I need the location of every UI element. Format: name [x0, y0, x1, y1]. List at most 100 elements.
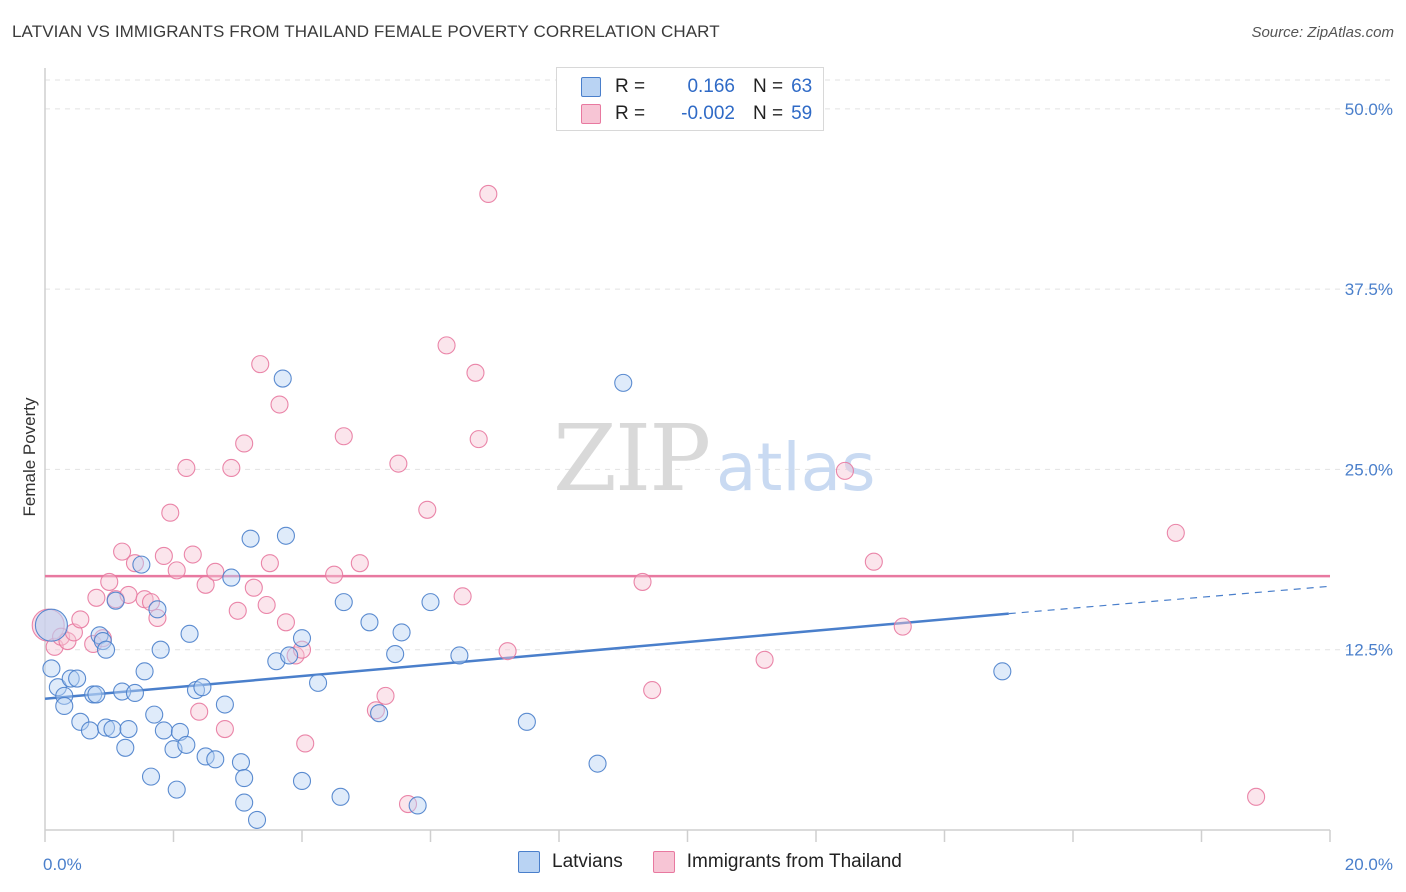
source-label: Source: ZipAtlas.com: [1251, 24, 1394, 41]
legend-item-latvians[interactable]: Latvians: [518, 851, 623, 873]
thailand-point: [296, 734, 315, 753]
series-legend: Latvians Immigrants from Thailand: [518, 851, 932, 873]
latvians-point: [193, 678, 212, 697]
thailand-point: [633, 572, 652, 591]
thailand-point: [864, 552, 883, 571]
thailand-point: [215, 719, 234, 739]
latvians-point: [292, 629, 312, 648]
latvians-point: [87, 685, 106, 704]
thailand-point: [437, 336, 456, 355]
gridlines: [45, 79, 1395, 651]
watermark-atlas: atlas: [716, 429, 876, 506]
latvians-points: [34, 369, 1012, 829]
latvians-point: [370, 704, 389, 723]
latvians-point: [145, 705, 164, 724]
latvians-point: [116, 738, 135, 757]
thailand-swatch: [581, 104, 601, 124]
thailand-point: [183, 545, 202, 564]
latvians-legend-label: Latvians: [552, 851, 623, 872]
thailand-point: [398, 794, 418, 814]
latvians-point: [135, 662, 154, 681]
latvians-point: [392, 623, 411, 642]
thailand-point: [87, 588, 106, 607]
thailand-point: [643, 681, 662, 700]
latvians-point: [231, 753, 251, 772]
latvians-trend-extension: [1008, 585, 1331, 615]
thailand-point: [835, 461, 854, 480]
latvians-point: [292, 771, 312, 791]
latvians-point: [55, 686, 74, 705]
thailand-point: [71, 610, 90, 629]
thailand-point: [276, 613, 295, 632]
watermark-zip: ZIP: [553, 405, 709, 512]
latvians-point: [132, 555, 151, 574]
thailand-point: [206, 562, 225, 581]
latvians-point: [309, 673, 328, 692]
y-tick-label: 12.5%: [1345, 641, 1393, 660]
x-tick-label: 20.0%: [1345, 855, 1393, 874]
thailand-point: [498, 642, 517, 661]
latvians-point: [247, 810, 267, 829]
thailand-point: [141, 593, 161, 612]
watermark: ZIP atlas: [553, 405, 876, 512]
latvians-point: [42, 659, 61, 678]
latvians-point: [235, 769, 254, 788]
latvians-point: [125, 683, 144, 703]
correlation-legend: R = 0.166 N = 63 R = -0.002 N = 59: [556, 67, 824, 131]
latvians-point: [154, 721, 173, 740]
legend-item-thailand[interactable]: Immigrants from Thailand: [652, 851, 902, 873]
thailand-point: [113, 542, 132, 561]
latvians-point: [96, 640, 116, 659]
latvians-point: [334, 593, 353, 612]
latvians-point: [408, 796, 427, 815]
thailand-point: [190, 702, 209, 721]
latvians-point: [273, 369, 292, 388]
thailand-point: [389, 454, 408, 473]
legend-n-label: N =: [753, 76, 784, 97]
latvians-point: [148, 600, 167, 619]
latvians-point: [241, 529, 260, 548]
thailand-point: [1166, 523, 1185, 542]
thailand-point: [334, 427, 353, 446]
thailand-point: [125, 554, 144, 573]
thailand-point: [366, 701, 385, 720]
thailand-point: [177, 458, 196, 478]
latvians-point: [206, 750, 225, 769]
y-tick-label: 37.5%: [1345, 280, 1393, 299]
thailand-point: [755, 650, 774, 669]
thailand-point: [235, 434, 254, 453]
axes: [44, 68, 1331, 842]
latvians-point: [588, 754, 607, 773]
y-tick-label: 50.0%: [1345, 100, 1393, 119]
latvians-point: [276, 526, 295, 545]
thailand-point: [453, 587, 472, 606]
thailand-point: [376, 686, 395, 705]
latvians-point: [222, 568, 241, 587]
latvians-point: [80, 721, 100, 740]
latvians-point: [68, 669, 87, 688]
trend-lines: [44, 574, 1331, 700]
thailand-point: [154, 546, 173, 566]
thailand-point: [350, 554, 369, 573]
y-axis-label: Female Poverty: [20, 397, 39, 517]
x-tick-label: 0.0%: [43, 855, 82, 874]
thailand-point: [257, 595, 276, 615]
legend-row-latvians: R = 0.166 N = 63: [581, 74, 812, 100]
latvians-legend-swatch: [518, 851, 540, 873]
latvians-point: [55, 696, 74, 716]
latvians-point: [141, 767, 161, 786]
latvians-point: [103, 719, 122, 739]
latvians-point: [34, 608, 68, 642]
latvians-point: [421, 593, 440, 612]
thailand-point: [196, 575, 215, 594]
thailand-point: [260, 554, 279, 573]
latvians-point: [235, 793, 254, 812]
latvians-point: [106, 591, 125, 610]
latvians-point: [993, 662, 1012, 681]
latvians-point: [280, 646, 299, 665]
legend-row-thailand: R = -0.002 N = 59: [581, 101, 812, 127]
tick-labels: 12.5% 25.0% 37.5% 50.0% 0.0% 20.0%: [43, 100, 1393, 874]
y-tick-label: 25.0%: [1345, 460, 1393, 479]
legend-n-value-thailand: 59: [791, 103, 813, 124]
